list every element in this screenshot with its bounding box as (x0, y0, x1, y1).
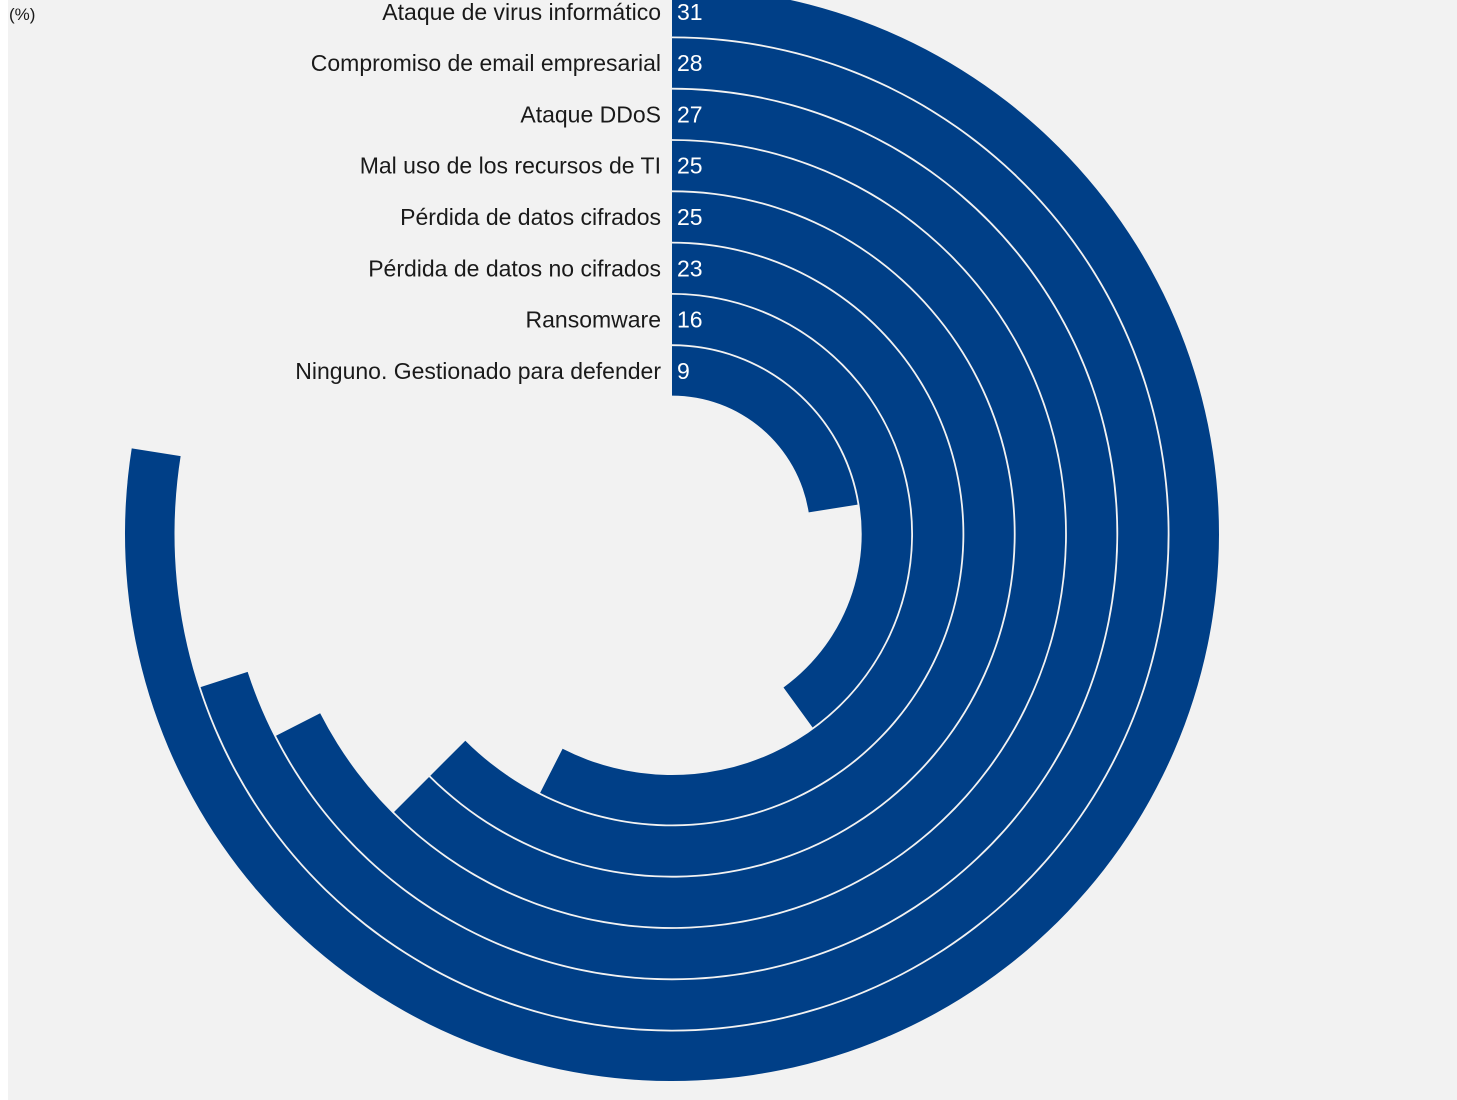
bar-perdida-de-datos-no-cifrados (540, 243, 963, 825)
value-label-ataque-ddos: 27 (677, 101, 703, 127)
value-label-ransomware: 16 (677, 307, 703, 333)
category-label-mal-uso-de-los-recursos-de-ti: Mal uso de los recursos de TI (360, 153, 661, 179)
category-label-perdida-de-datos-cifrados: Pérdida de datos cifrados (400, 204, 661, 230)
bar-ninguno-gestionado-para-defender (672, 346, 858, 513)
value-label-ataque-de-virus-informatico: 31 (677, 0, 703, 25)
value-label-perdida-de-datos-cifrados: 25 (677, 204, 703, 230)
category-label-perdida-de-datos-no-cifrados: Pérdida de datos no cifrados (368, 255, 661, 281)
value-label-mal-uso-de-los-recursos-de-ti: 25 (677, 153, 703, 179)
bars-layer (125, 0, 1219, 1081)
value-label-ninguno-gestionado-para-defender: 9 (677, 358, 690, 384)
category-label-compromiso-de-email-empresarial: Compromiso de email empresarial (311, 50, 661, 76)
category-label-ransomware: Ransomware (526, 307, 662, 333)
value-label-compromiso-de-email-empresarial: 28 (677, 50, 703, 76)
category-label-ataque-ddos: Ataque DDoS (520, 101, 661, 127)
bar-perdida-de-datos-cifrados (430, 192, 1014, 876)
labels-layer: Ataque de virus informático 31 Compromiso … (295, 0, 702, 384)
bar-ransomware (672, 294, 912, 728)
bar-mal-uso-de-los-recursos-de-ti (394, 140, 1066, 928)
category-label-ninguno-gestionado-para-defender: Ninguno. Gestionado para defender (295, 358, 661, 384)
category-label-ataque-de-virus-informatico: Ataque de virus informático (382, 0, 661, 25)
unit-label: (%) (9, 5, 35, 24)
value-label-perdida-de-datos-no-cifrados: 23 (677, 255, 703, 281)
